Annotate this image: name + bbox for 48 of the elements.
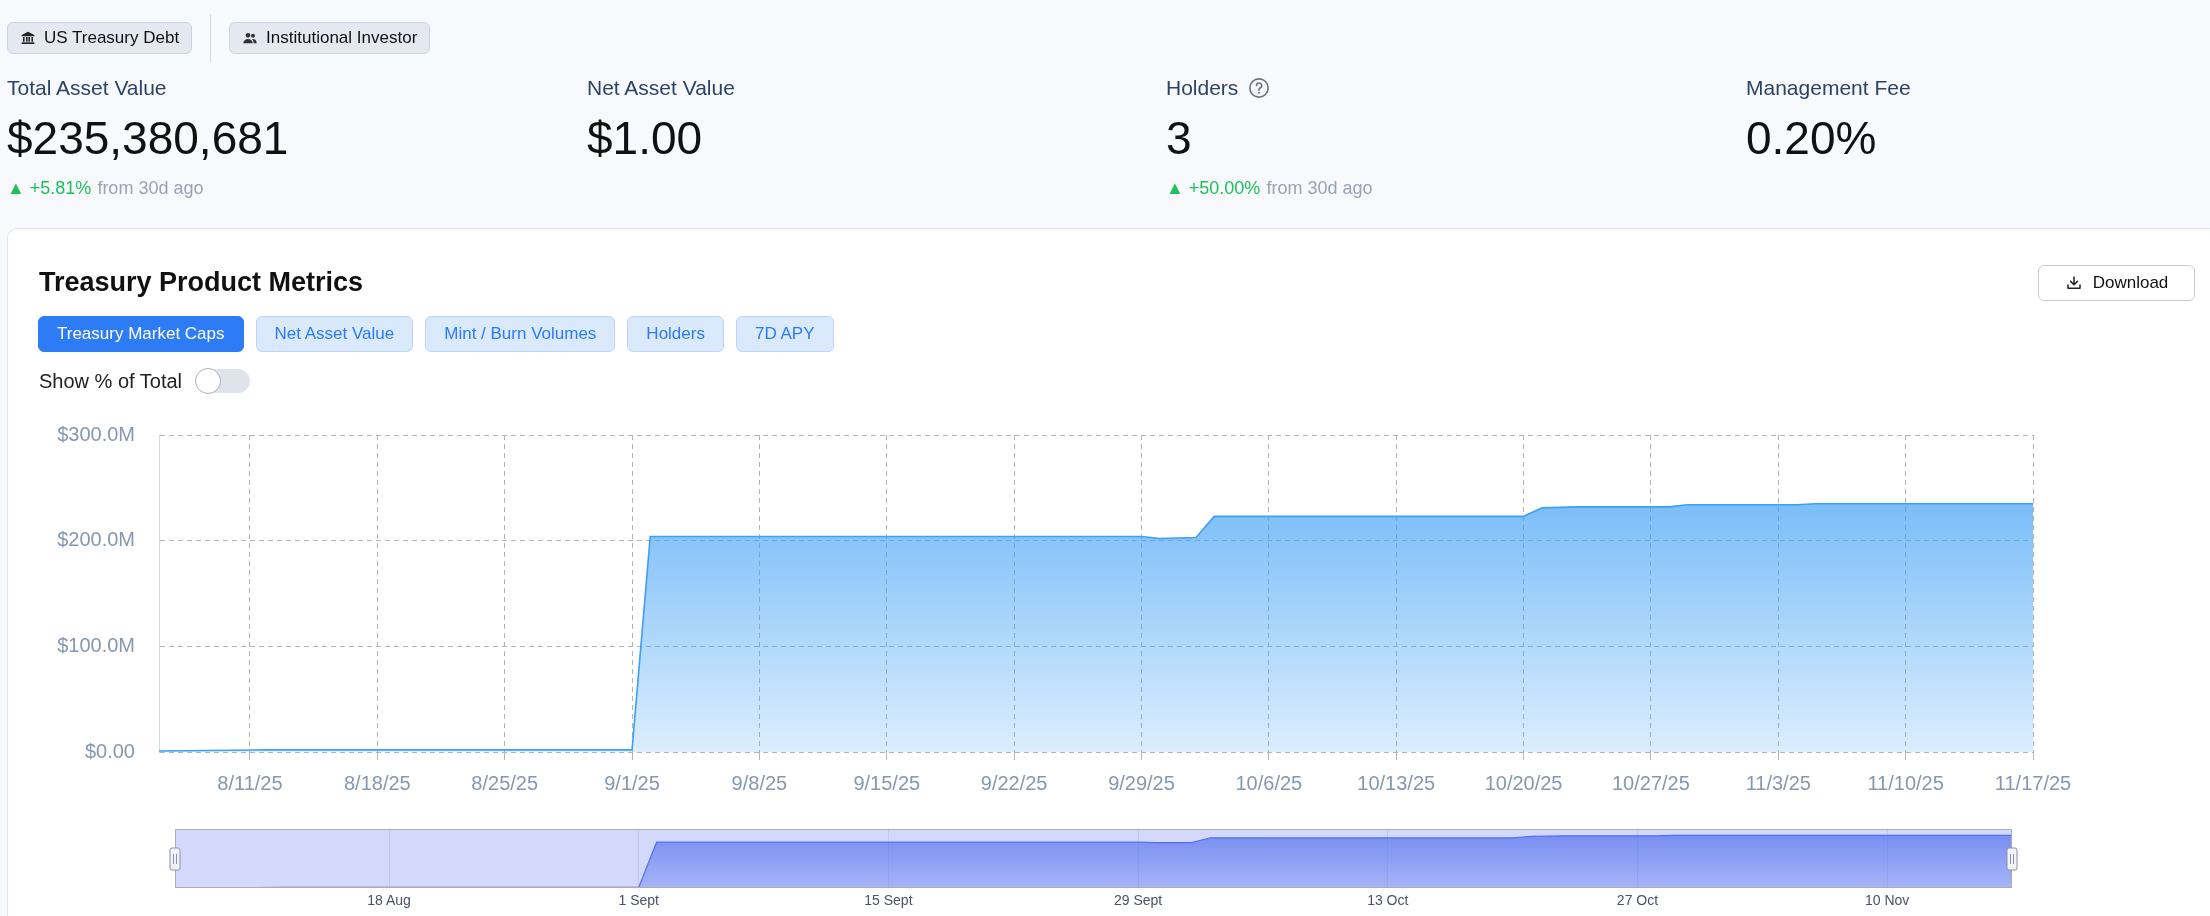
text: 3 xyxy=(1166,111,1193,166)
x-tick-label: 18 Aug xyxy=(367,892,411,909)
x-tick-label: 8/18/25 xyxy=(343,771,411,794)
x-tick-label: 10/13/25 xyxy=(1357,771,1436,794)
x-tick-label: 8/25/25 xyxy=(471,771,539,794)
download-button: Download xyxy=(2038,265,2195,301)
x-tick-label: 10/6/25 xyxy=(1235,771,1303,794)
y-tick-label: $100.0M xyxy=(57,633,135,656)
x-tick-label: 15 Sept xyxy=(864,892,913,909)
tab-button: Holders xyxy=(627,316,724,352)
x-tick-label: 9/8/25 xyxy=(731,771,788,794)
text: 0.20% xyxy=(1746,111,1878,166)
tab-button: 7D APY xyxy=(735,316,834,352)
x-tick-label: 10/20/25 xyxy=(1484,771,1563,794)
chart-title: Treasury Product Metrics xyxy=(39,267,364,298)
x-tick-label: 9/1/25 xyxy=(604,771,660,794)
y-tick-label: $200.0M xyxy=(57,528,135,551)
tag-chip: US Treasury Debt xyxy=(7,22,193,54)
x-tick-label: 27 Oct xyxy=(1616,892,1659,909)
text: Show % of Total xyxy=(39,369,183,393)
text: ▲ +50.00% xyxy=(1166,177,1261,200)
x-tick-label: 11/17/25 xyxy=(1994,771,2072,794)
text: Management Fee xyxy=(1746,76,1911,100)
tab-button: Net Asset Value xyxy=(255,316,414,352)
x-tick-label: 8/11/25 xyxy=(217,771,283,794)
text: Holders xyxy=(1166,76,1239,100)
text: from 30d ago xyxy=(1266,177,1373,200)
x-tick-label: 9/22/25 xyxy=(980,771,1048,794)
y-tick-label: $300.0M xyxy=(57,422,135,445)
x-tick-label: 9/29/25 xyxy=(1108,771,1175,794)
x-tick-label: 29 Sept xyxy=(1113,892,1163,909)
tab-button: Treasury Market Caps xyxy=(38,316,244,352)
tag-chip: Institutional Investor xyxy=(229,22,431,54)
x-tick-label: 9/15/25 xyxy=(853,771,921,794)
text: from 30d ago xyxy=(97,177,204,200)
text: ▲ +5.81% xyxy=(7,177,92,200)
x-tick-label: 10 Nov xyxy=(1864,892,1910,909)
tab-button: Mint / Burn Volumes xyxy=(425,316,616,352)
y-tick-label: $0.00 xyxy=(84,739,135,762)
x-tick-label: 10/27/25 xyxy=(1611,771,1690,794)
x-tick-label: 1 Sept xyxy=(618,892,660,909)
text: $1.00 xyxy=(587,111,704,166)
text: Total Asset Value xyxy=(7,76,167,100)
text: $235,380,681 xyxy=(7,111,289,166)
x-tick-label: 11/3/25 xyxy=(1745,771,1811,794)
text: Net Asset Value xyxy=(587,76,735,100)
x-tick-label: 13 Oct xyxy=(1367,892,1409,909)
x-tick-label: 11/10/25 xyxy=(1867,771,1944,794)
